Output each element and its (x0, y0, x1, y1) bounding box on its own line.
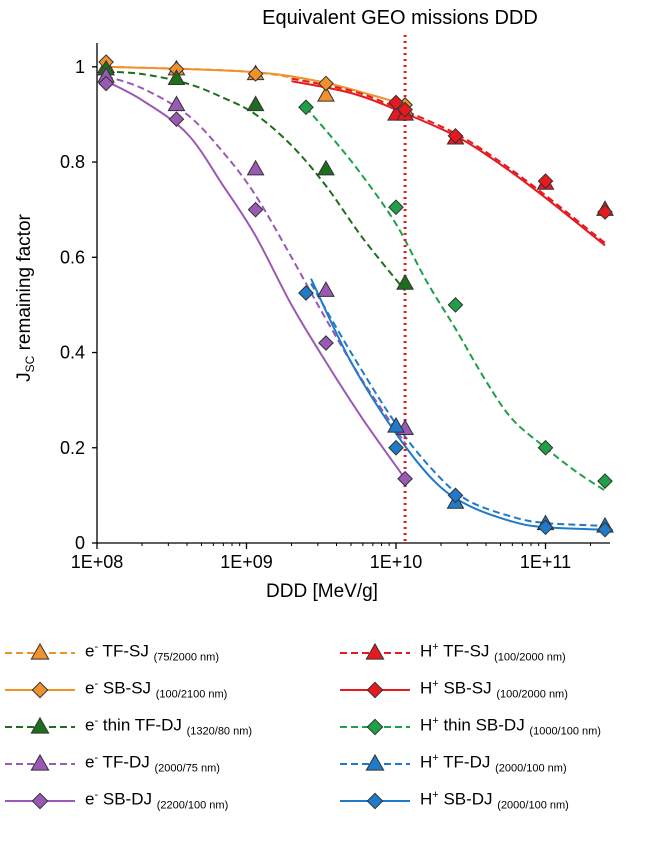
data-point (298, 285, 314, 301)
data-point (388, 94, 404, 111)
series-fit-line (106, 70, 406, 292)
data-point (98, 75, 114, 92)
chart-title: Equivalent GEO missions DDD (262, 7, 538, 29)
data-point (247, 66, 264, 82)
data-point (317, 281, 335, 297)
data-point (247, 201, 264, 218)
data-markers (97, 54, 614, 538)
data-point (397, 470, 413, 487)
series-fit-line (291, 77, 606, 244)
data-point (317, 159, 335, 176)
data-point (447, 297, 464, 313)
data-point (246, 95, 265, 112)
series-fit-line (105, 75, 406, 444)
data-point (387, 416, 405, 433)
y-tick-label: 0.4 (60, 343, 85, 363)
axes: 0 0.2 0.4 0.6 0.8 1 1E+08 1E+09 1E+10 1E+11 (60, 43, 610, 572)
data-point (168, 111, 185, 128)
data-point (537, 439, 554, 456)
y-tick-label: 0 (75, 533, 85, 553)
data-point (318, 75, 334, 92)
series-fit-line (305, 106, 606, 492)
data-point (537, 173, 554, 189)
data-point (597, 204, 613, 220)
x-tick-label: 1E+09 (220, 552, 273, 572)
data-point (317, 85, 335, 102)
series-fit-line (105, 80, 406, 480)
data-point (537, 519, 554, 536)
y-axis-label: JSC remaining factor (14, 213, 37, 381)
fit-lines (105, 65, 606, 531)
x-tick-label: 1E+08 (71, 552, 124, 572)
y-tick-label: 1 (75, 57, 85, 77)
data-point (396, 274, 414, 290)
data-point (388, 199, 404, 216)
data-point (397, 101, 413, 118)
data-point (597, 521, 613, 538)
data-point (167, 95, 186, 112)
series-fit-line (310, 282, 606, 527)
y-tick-label: 0.8 (60, 152, 85, 172)
data-point (447, 128, 464, 144)
data-point (246, 159, 265, 176)
y-tick-label: 0.2 (60, 438, 85, 458)
data-point (447, 487, 464, 504)
x-axis-label: DDD [MeV/g] (266, 581, 378, 602)
data-point (298, 99, 314, 116)
data-point (167, 69, 186, 85)
x-tick-label: 1E+10 (370, 552, 423, 572)
y-tick-label: 0.6 (60, 247, 85, 267)
data-point (388, 439, 404, 456)
x-tick-label: 1E+11 (520, 552, 571, 572)
data-point (597, 473, 613, 489)
data-point (318, 335, 334, 351)
series-fit-line (291, 80, 606, 247)
